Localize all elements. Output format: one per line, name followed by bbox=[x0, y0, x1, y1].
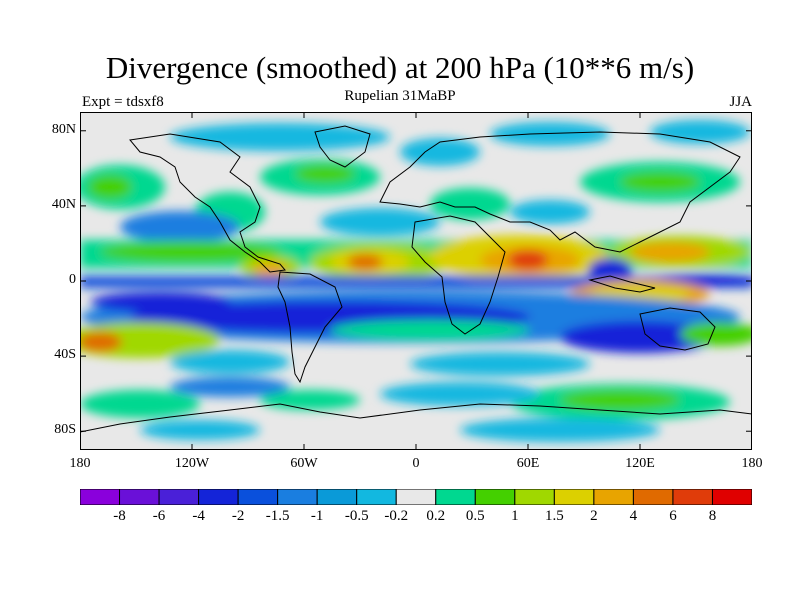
coastlines bbox=[80, 125, 752, 433]
colorbar-label: -1.5 bbox=[265, 508, 290, 524]
lon-tick-label: 0 bbox=[412, 456, 420, 471]
lat-tick-label: 40N bbox=[51, 196, 76, 212]
colorbar-label: -2 bbox=[231, 508, 245, 524]
lon-tick-label: 180 bbox=[741, 456, 763, 471]
lon-tick-label: 120W bbox=[174, 456, 210, 471]
season-label: JJA bbox=[729, 94, 752, 110]
coast-australia bbox=[639, 307, 716, 351]
coast-indonesia bbox=[588, 275, 656, 293]
colorbar-label: 1 bbox=[511, 508, 519, 524]
coast-south-america bbox=[277, 271, 343, 384]
colorbar-label: -0.2 bbox=[384, 508, 409, 524]
colorbar-swatch bbox=[435, 489, 476, 505]
coast-antarctica bbox=[80, 403, 752, 433]
colorbar-swatch bbox=[316, 489, 358, 505]
divergence-map bbox=[80, 112, 752, 450]
colorbar-swatch bbox=[672, 489, 713, 505]
colorbar-swatch bbox=[593, 489, 634, 505]
coast-greenland bbox=[314, 125, 371, 168]
colorbar-label: -1 bbox=[310, 508, 324, 524]
colorbar-swatch bbox=[474, 489, 516, 505]
colorbar-swatch bbox=[553, 489, 595, 505]
colorbar-label: -4 bbox=[192, 508, 205, 524]
chart-subtitle: Rupelian 31MaBP bbox=[344, 88, 456, 104]
lat-tick-label: 80S bbox=[54, 422, 76, 438]
colorbar-swatch bbox=[711, 489, 752, 505]
lat-tick-label: 40S bbox=[54, 347, 76, 363]
chart-title: Divergence (smoothed) at 200 hPa (10**6 … bbox=[105, 50, 695, 85]
colorbar-swatch bbox=[237, 489, 279, 505]
experiment-label: Expt = tdsxf8 bbox=[82, 94, 164, 110]
colorbar-label: 1.5 bbox=[544, 508, 564, 524]
colorbar-swatch bbox=[158, 489, 200, 505]
colorbar-label: 4 bbox=[629, 508, 638, 524]
lat-tick-label: 0 bbox=[69, 272, 76, 287]
coast-north-america bbox=[129, 133, 286, 273]
colorbar-label: 2 bbox=[590, 508, 598, 524]
lon-tick-label: 60W bbox=[290, 456, 318, 471]
colorbar-label: -8 bbox=[113, 508, 126, 524]
lon-tick-label: 120E bbox=[625, 456, 655, 471]
axis-ticks bbox=[80, 112, 752, 450]
colorbar-swatch bbox=[198, 489, 239, 505]
colorbar-swatch bbox=[277, 489, 318, 505]
colorbar-swatch bbox=[80, 489, 121, 505]
colorbar-label: 0.2 bbox=[426, 508, 446, 524]
coast-europe-asia bbox=[379, 131, 741, 253]
colorbar-label: -0.5 bbox=[344, 508, 369, 524]
colorbar-label: -6 bbox=[152, 508, 166, 524]
colorbar-swatch bbox=[356, 489, 397, 505]
coast-africa bbox=[411, 215, 506, 335]
lon-tick-label: 180 bbox=[69, 456, 91, 471]
colorbar-swatch bbox=[119, 489, 160, 505]
colorbar-swatch bbox=[632, 489, 674, 505]
lon-tick-label: 60E bbox=[516, 456, 540, 471]
divergence-field bbox=[80, 120, 752, 442]
lat-tick-label: 80N bbox=[51, 121, 76, 137]
colorbar bbox=[80, 489, 752, 505]
colorbar-swatch bbox=[395, 489, 437, 505]
colorbar-label: 6 bbox=[669, 508, 677, 524]
colorbar-label: 0.5 bbox=[465, 508, 485, 524]
colorbar-label: 8 bbox=[708, 508, 717, 524]
colorbar-swatch bbox=[514, 489, 555, 505]
